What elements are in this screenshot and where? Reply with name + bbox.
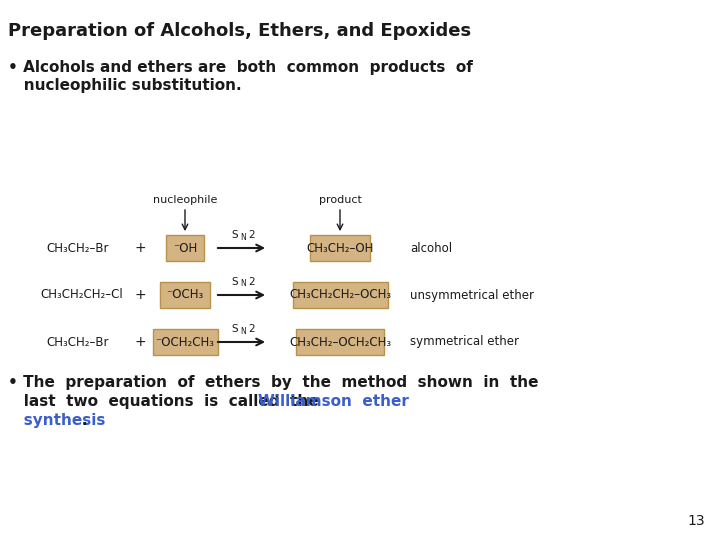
Text: CH₃CH₂–OCH₂CH₃: CH₃CH₂–OCH₂CH₃ — [289, 335, 391, 348]
FancyBboxPatch shape — [160, 282, 210, 308]
Text: S: S — [231, 277, 238, 287]
Text: CH₃CH₂CH₂–Cl: CH₃CH₂CH₂–Cl — [40, 288, 123, 301]
Text: product: product — [318, 195, 361, 205]
Text: ⁻OH: ⁻OH — [173, 241, 197, 254]
Text: • Alcohols and ethers are  both  common  products  of: • Alcohols and ethers are both common pr… — [8, 60, 473, 75]
Text: synthesis: synthesis — [8, 413, 105, 428]
Text: Preparation of Alcohols, Ethers, and Epoxides: Preparation of Alcohols, Ethers, and Epo… — [8, 22, 471, 40]
FancyBboxPatch shape — [310, 235, 370, 261]
Text: 2: 2 — [248, 277, 255, 287]
Text: .: . — [81, 413, 87, 428]
Text: N: N — [240, 233, 246, 241]
Text: unsymmetrical ether: unsymmetrical ether — [410, 288, 534, 301]
Text: ⁻OCH₂CH₃: ⁻OCH₂CH₃ — [156, 335, 215, 348]
Text: ⁻OCH₃: ⁻OCH₃ — [166, 288, 204, 301]
Text: +: + — [134, 335, 146, 349]
Text: Williamson  ether: Williamson ether — [258, 394, 409, 409]
Text: 13: 13 — [688, 514, 705, 528]
Text: nucleophile: nucleophile — [153, 195, 217, 205]
Text: N: N — [240, 280, 246, 288]
Text: S: S — [231, 324, 238, 334]
Text: N: N — [240, 327, 246, 335]
Text: symmetrical ether: symmetrical ether — [410, 335, 519, 348]
Text: last  two  equations  is  called  the: last two equations is called the — [8, 394, 324, 409]
Text: CH₃CH₂–Br: CH₃CH₂–Br — [47, 335, 109, 348]
FancyBboxPatch shape — [153, 329, 217, 355]
Text: S: S — [231, 230, 238, 240]
Text: • The  preparation  of  ethers  by  the  method  shown  in  the: • The preparation of ethers by the metho… — [8, 375, 539, 390]
Text: CH₃CH₂–OH: CH₃CH₂–OH — [306, 241, 374, 254]
Text: nucleophilic substitution.: nucleophilic substitution. — [8, 78, 242, 93]
FancyBboxPatch shape — [296, 329, 384, 355]
Text: CH₃CH₂CH₂–OCH₃: CH₃CH₂CH₂–OCH₃ — [289, 288, 391, 301]
Text: 2: 2 — [248, 230, 255, 240]
Text: +: + — [134, 288, 146, 302]
Text: 2: 2 — [248, 324, 255, 334]
FancyBboxPatch shape — [166, 235, 204, 261]
Text: alcohol: alcohol — [410, 241, 452, 254]
Text: CH₃CH₂–Br: CH₃CH₂–Br — [47, 241, 109, 254]
Text: +: + — [134, 241, 146, 255]
FancyBboxPatch shape — [292, 282, 387, 308]
